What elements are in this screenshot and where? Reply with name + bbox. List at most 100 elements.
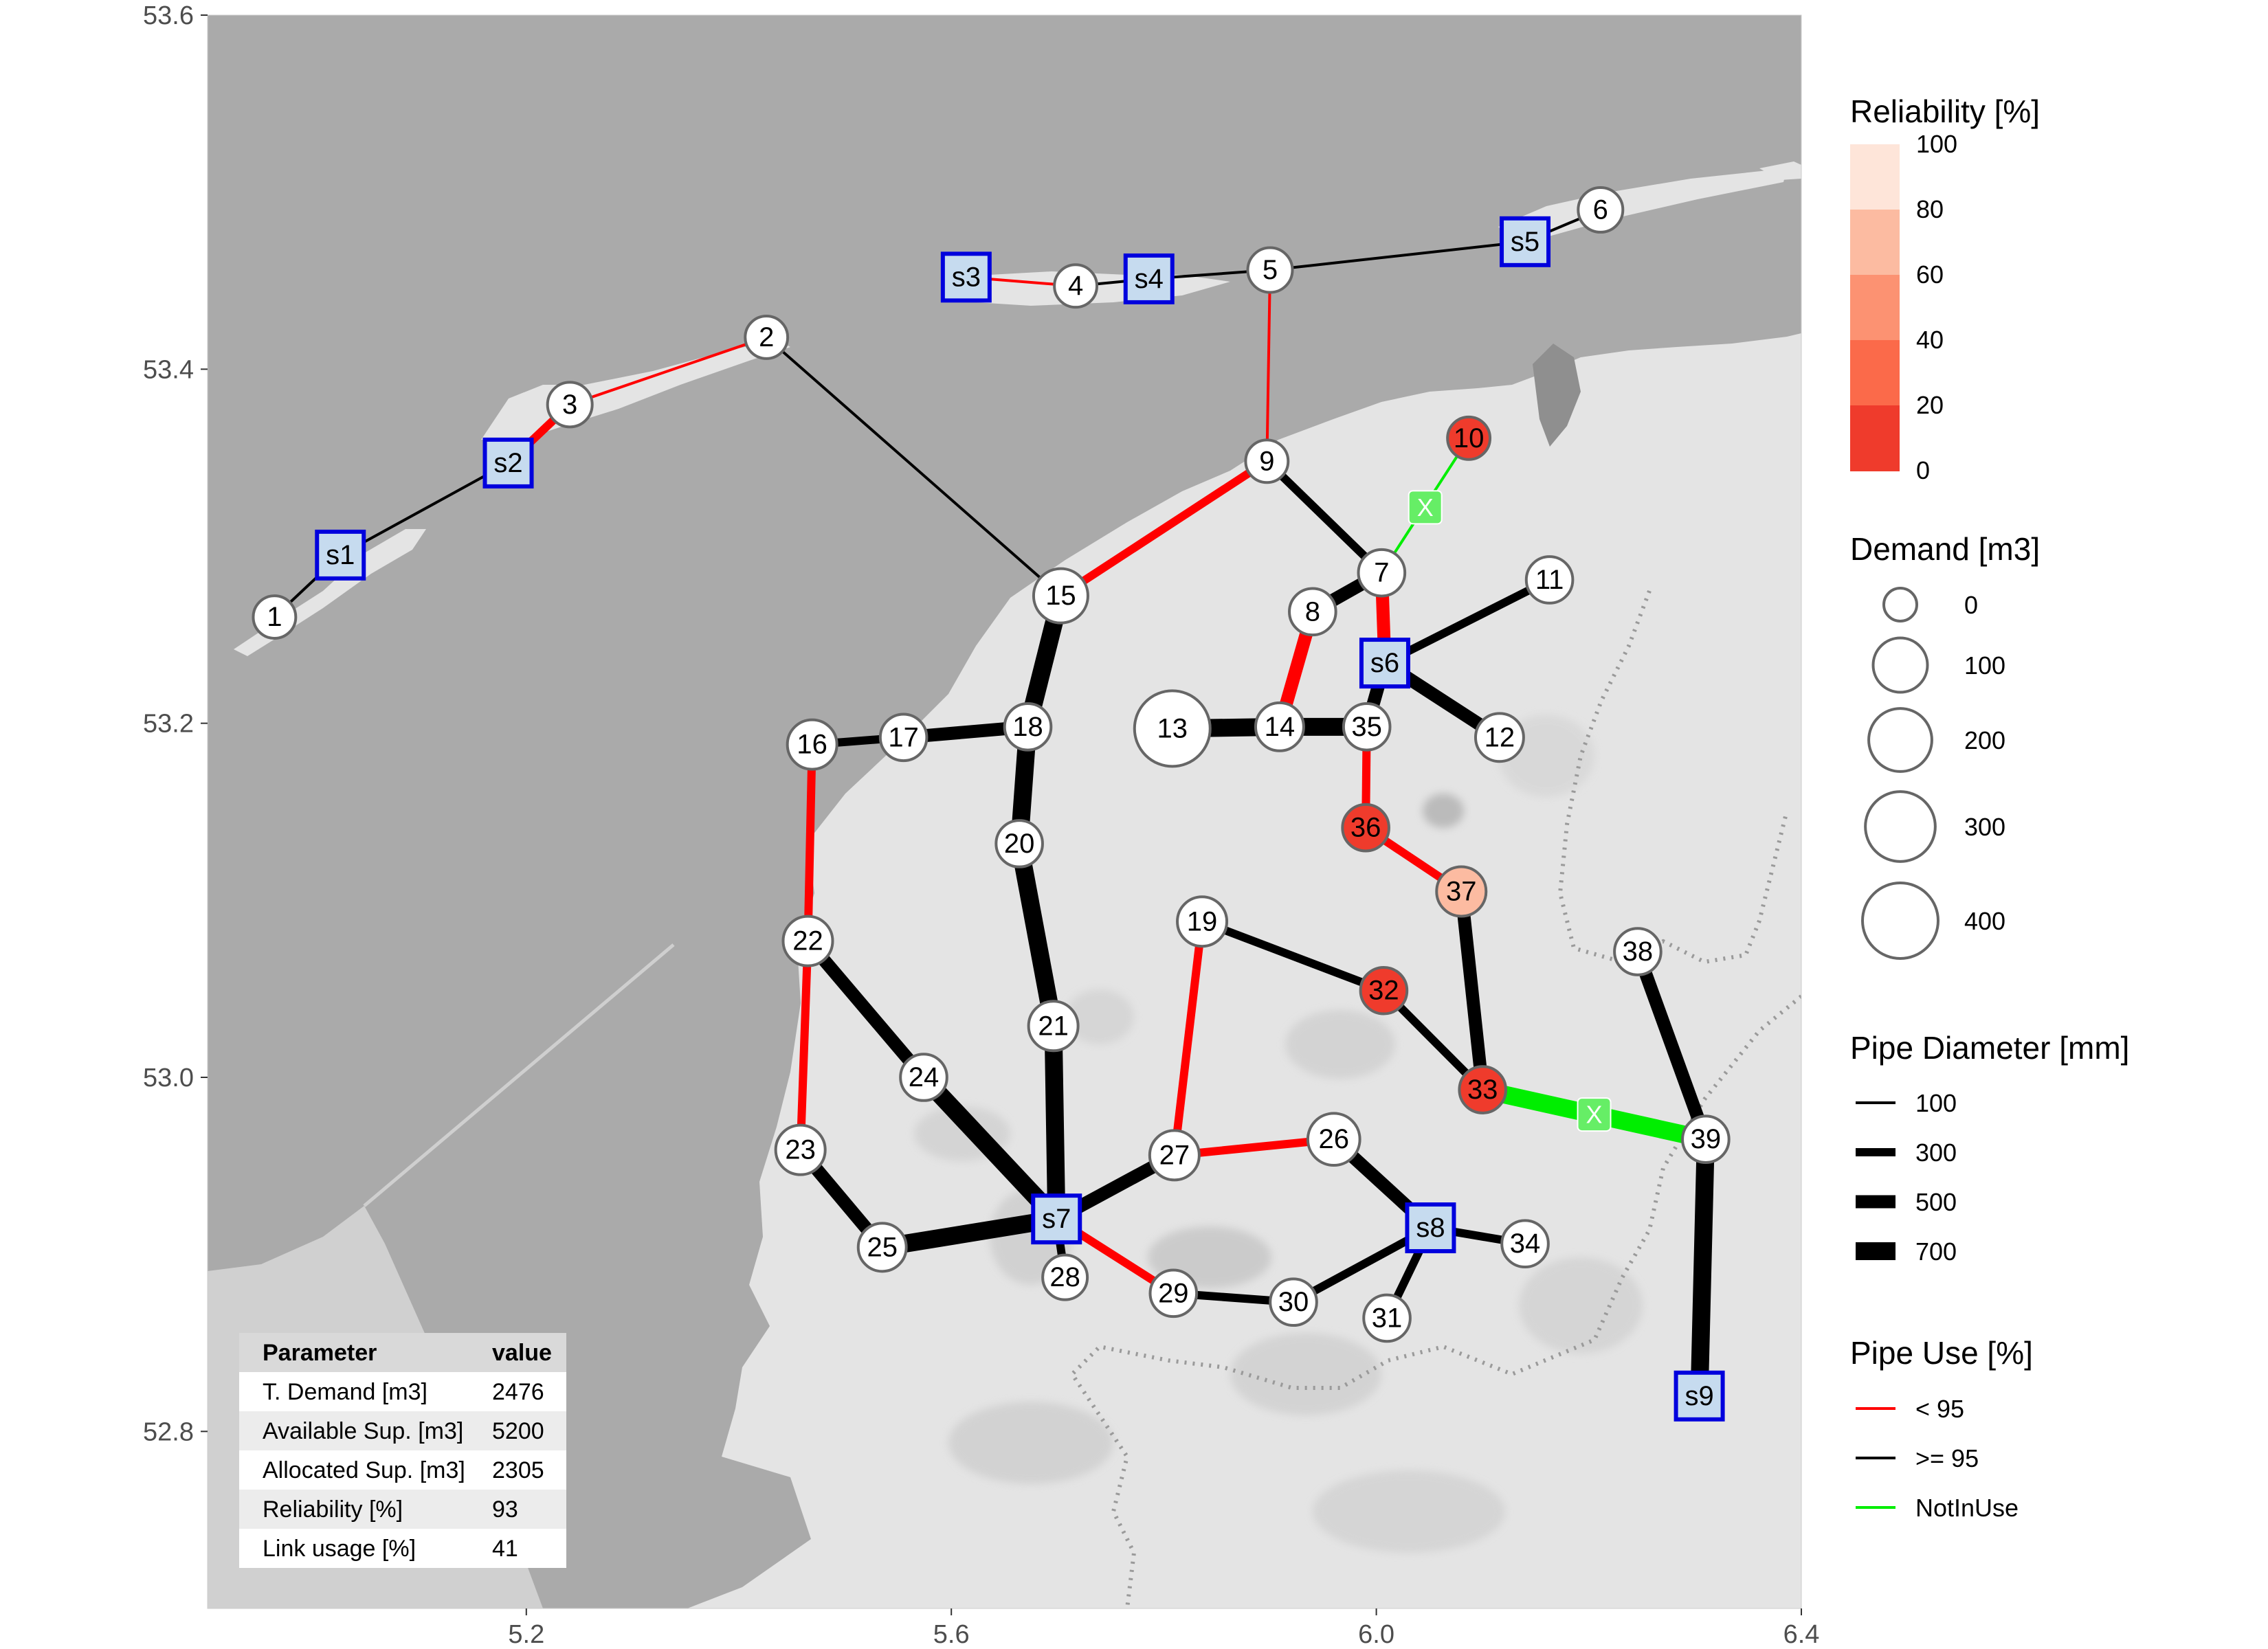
node-id-label: 12 (1485, 722, 1515, 752)
demand-node: 3 (546, 381, 594, 429)
reliability-tick-label: 60 (1916, 260, 1944, 289)
diameter-label: 500 (1915, 1188, 1957, 1216)
demand-size-label: 400 (1964, 907, 2005, 935)
node-id-label: 29 (1158, 1278, 1189, 1308)
node-id-label: 33 (1467, 1075, 1498, 1105)
node-id-label: 2 (759, 322, 774, 352)
demand-node-circle (744, 315, 790, 360)
supply-node: s3 (940, 251, 992, 303)
table-cell-value: 41 (492, 1536, 518, 1562)
node-id-label: 8 (1305, 596, 1320, 627)
node-id-label: 20 (1004, 829, 1035, 859)
x-tick-label: 5.6 (933, 1620, 970, 1649)
demand-size-swatch (1867, 707, 1933, 773)
y-tick-label: 52.8 (143, 1417, 194, 1446)
reliability-tick-label: 40 (1916, 326, 1944, 354)
demand-node: 20 (994, 819, 1044, 868)
demand-node-circle (856, 1222, 908, 1273)
table-row: Link usage [%] 41 (239, 1529, 566, 1568)
demand-node-circle (1254, 701, 1305, 752)
demand-node-circle (994, 819, 1044, 868)
pipe-19-32 (1200, 917, 1386, 995)
y-tick-label: 53.6 (143, 1, 194, 30)
demand-node: 31 (1362, 1293, 1412, 1343)
demand-node: 1 (252, 594, 298, 640)
supply-node-box (1123, 253, 1175, 304)
reliability-color-swatch (1850, 340, 1900, 406)
demand-node: 25 (856, 1222, 908, 1273)
supply-node-box (1359, 638, 1410, 689)
node-id-label: 16 (797, 730, 827, 760)
demand-node: 27 (1148, 1129, 1201, 1182)
x-tick-label: 6.0 (1358, 1620, 1394, 1649)
demand-node-circle (1435, 865, 1488, 918)
node-id-label: 37 (1446, 876, 1477, 906)
pipe-5-9 (1265, 270, 1271, 462)
node-id-label: 19 (1187, 906, 1218, 936)
node-id-label: 17 (888, 722, 919, 752)
not-in-use-marker: X (1577, 1097, 1612, 1132)
node-id-label: 3 (562, 390, 577, 420)
node-id-label: 7 (1374, 558, 1389, 588)
demand-node-circle (781, 915, 834, 967)
demand-node: 19 (1176, 895, 1229, 948)
demand-node: 28 (1041, 1253, 1089, 1301)
supply-node: s2 (482, 437, 534, 489)
demand-node-circle (1269, 1277, 1318, 1327)
demand-node: 33 (1458, 1065, 1508, 1114)
pipe-9-15 (1058, 458, 1269, 600)
supply-id-label: s6 (1370, 648, 1399, 678)
supply-node-box (1674, 1370, 1725, 1422)
demand-node-circle (1041, 1253, 1089, 1301)
legend-demand-title: Demand [m3] (1850, 531, 2040, 567)
land-texture (914, 715, 1643, 1553)
node-id-label: 27 (1159, 1140, 1190, 1170)
demand-size-swatch (1861, 882, 1939, 960)
node-id-label: 5 (1263, 255, 1278, 285)
node-id-label: 24 (909, 1062, 940, 1092)
node-id-label: 32 (1368, 976, 1399, 1006)
reliability-tick-label: 80 (1916, 195, 1944, 223)
panel-border (207, 14, 1802, 1609)
node-id-label: 31 (1372, 1303, 1403, 1333)
demand-node: 37 (1435, 865, 1488, 918)
table-row: Reliability [%] 93 (239, 1490, 566, 1529)
demand-node: 15 (1032, 567, 1089, 625)
table-row-bg (239, 1372, 566, 1411)
x-tick-label: 6.4 (1783, 1620, 1820, 1649)
not-in-use-marker: X (1408, 490, 1443, 525)
demand-node-circle (1341, 803, 1390, 853)
supply-node: s9 (1674, 1370, 1725, 1422)
demand-size-swatch (1882, 587, 1918, 622)
demand-node-circle (1524, 555, 1575, 605)
demand-node: 23 (774, 1123, 827, 1176)
demand-node-circle (1148, 1268, 1199, 1319)
demand-node: 11 (1524, 555, 1575, 605)
pipe-25-s7 (880, 1210, 1058, 1257)
demand-node-circle (1359, 965, 1409, 1016)
table-row-bg (239, 1529, 566, 1568)
supply-node: s6 (1359, 638, 1410, 689)
supply-nodes: s1 s2 s3 s4 s5 s6 s7 s8 s9 (315, 216, 1725, 1422)
x-tick-label: 5.2 (508, 1620, 544, 1649)
table-header-value: value (492, 1340, 552, 1366)
demand-node: 12 (1474, 712, 1525, 763)
demand-node: 36 (1341, 803, 1390, 853)
pipe-39-s9 (1690, 1138, 1715, 1397)
table-cell-parameter: Reliability [%] (263, 1496, 403, 1523)
supply-node-box (1500, 216, 1551, 267)
demand-node-circle (1357, 548, 1407, 598)
supply-id-label: s7 (1042, 1204, 1071, 1234)
node-id-label: 39 (1691, 1124, 1722, 1154)
node-id-label: 14 (1265, 712, 1296, 742)
pipe-16-22 (803, 744, 816, 941)
demand-node-circle (1148, 1129, 1201, 1182)
supply-node: s5 (1500, 216, 1551, 267)
island-rottumeroog (1759, 161, 1801, 180)
node-id-label: 1 (267, 602, 282, 632)
node-id-label: 25 (867, 1232, 898, 1262)
demand-size-label: 200 (1964, 726, 2005, 754)
not-in-use-label: X (1417, 493, 1434, 521)
node-id-label: 22 (792, 926, 823, 956)
